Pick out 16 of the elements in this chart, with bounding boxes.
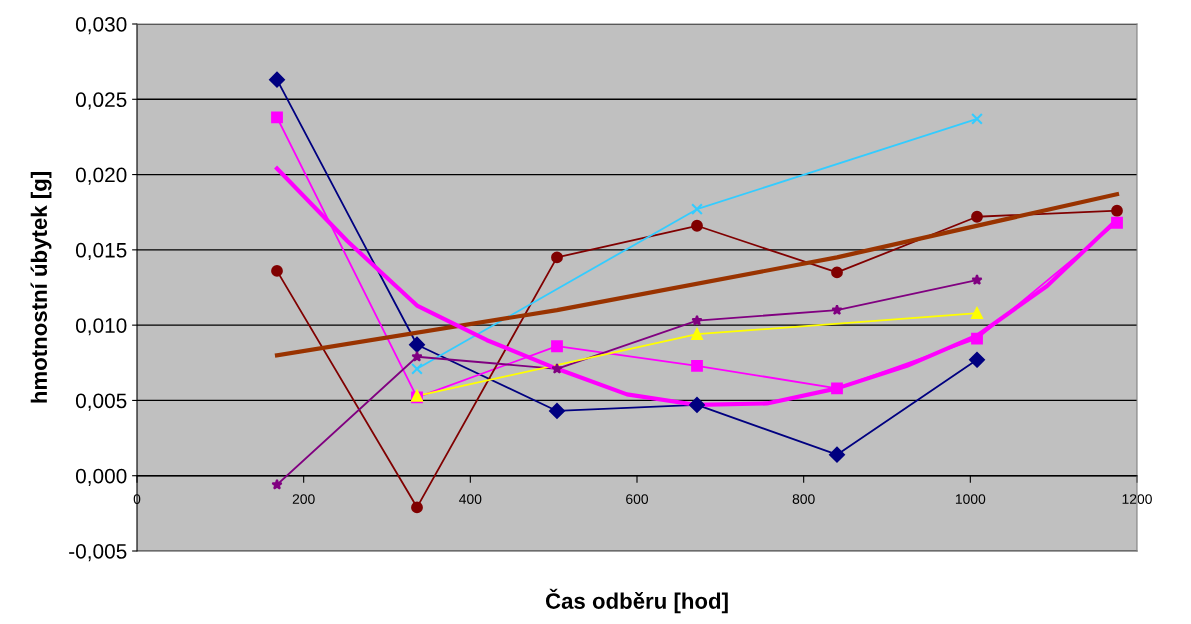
y-axis-title: hmotnostní úbytek [g]	[30, 172, 52, 403]
x-tick-label: 1200	[1122, 494, 1152, 504]
y-tick-label: 0,005	[75, 393, 127, 411]
x-tick-label: 800	[792, 494, 815, 504]
y-tick-label: 0,000	[75, 468, 127, 486]
x-axis-title: Čas odběru [hod]	[545, 588, 728, 614]
x-tick-label: 400	[459, 494, 482, 504]
y-tick-label: 0,010	[75, 318, 127, 336]
x-tick-label: 600	[626, 494, 649, 504]
x-tick-label: 200	[292, 494, 315, 504]
y-tick-label: 0,015	[75, 242, 127, 261]
y-tick-label: 0,025	[75, 92, 127, 110]
y-tick-label: 0,020	[75, 167, 127, 185]
y-tick-label: -0,005	[69, 544, 127, 562]
x-tick-label: 1000	[955, 494, 986, 504]
y-tick-label: 0,030	[75, 17, 127, 35]
